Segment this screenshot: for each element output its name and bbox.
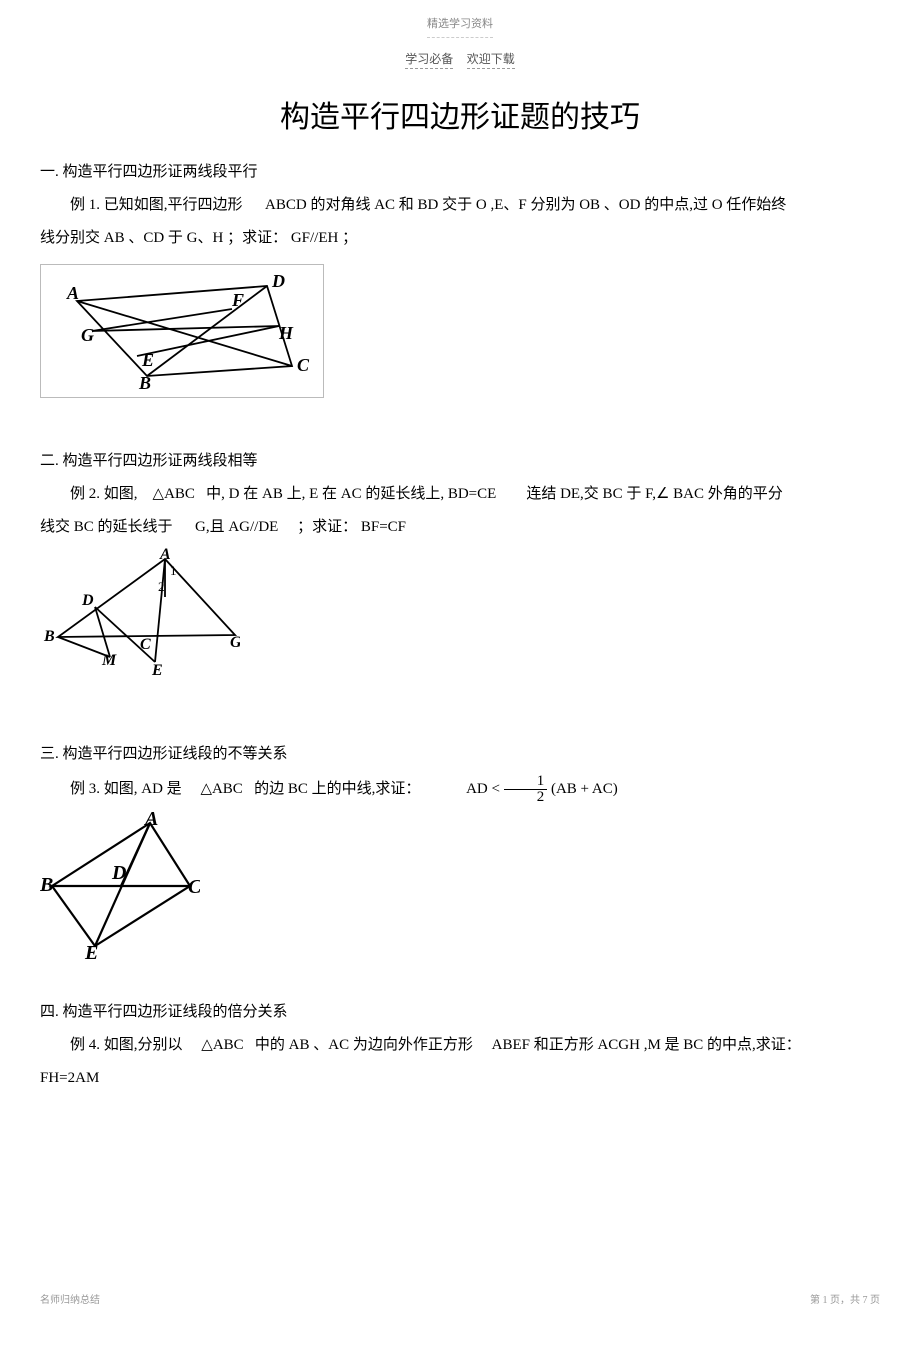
example2-text-c: 连结 DE,交 BC 于 F,∠ BAC 外角的平分: [526, 486, 782, 502]
footer-left: 名师归纳总结: [40, 1292, 100, 1310]
section3-heading: 三. 构造平行四边形证线段的不等关系: [40, 741, 880, 768]
figure1: A D C B G H F E: [40, 264, 324, 398]
example4-line1: 例 4. 如图,分别以 △ABC 中的 AB 、AC 为边向外作正方形 ABEF…: [40, 1032, 880, 1059]
ineq-den: 2: [504, 790, 548, 805]
figure3-svg: A B C D E: [40, 811, 200, 961]
fig1-label-C: C: [297, 355, 310, 375]
figure2: A B C D E G M 1 2: [40, 547, 880, 687]
example4-text-a: 如图,分别以: [104, 1037, 183, 1053]
figure2-svg: A B C D E G M 1 2: [40, 547, 240, 677]
example2-text-d: 线交 BC 的延长线于: [40, 519, 173, 535]
section2-heading: 二. 构造平行四边形证两线段相等: [40, 448, 880, 475]
example2-text-b: 中, D 在 AB 上, E 在 AC 的延长线上, BD=CE: [206, 486, 496, 502]
example3-line1: 例 3. 如图, AD 是 △ABC 的边 BC 上的中线,求证： AD < 1…: [40, 774, 880, 805]
example1-text-b: ABCD 的对角线 AC 和 BD 交于 O ,E、F 分别为 OB 、OD 的…: [265, 197, 786, 213]
example2-triangle: △ABC: [153, 486, 195, 502]
fig1-label-A: A: [66, 283, 79, 303]
fig2-label-C: C: [140, 636, 151, 653]
ineq-frac: 1 2: [504, 774, 548, 805]
example4-triangle: △ABC: [201, 1037, 243, 1053]
example4-label: 例 4.: [70, 1037, 100, 1053]
fig2-label-2: 2: [158, 579, 165, 594]
subheader-wrap: 学习必备 欢迎下载: [40, 46, 880, 73]
figure3: A B C D E: [40, 811, 880, 971]
fig1-label-F: F: [231, 290, 244, 310]
fig2-label-A: A: [159, 547, 171, 563]
ineq-right: (AB + AC): [551, 781, 618, 797]
page-title: 构造平行四边形证题的技巧: [40, 91, 880, 145]
example2-text-a: 如图,: [104, 486, 138, 502]
fig1-label-G: G: [81, 325, 94, 345]
example2-text-e: G,且 AG//DE: [195, 519, 278, 535]
example3-text-a: 如图, AD 是: [104, 781, 182, 797]
fig2-label-G: G: [230, 634, 240, 651]
example4-text-b: 中的 AB 、AC 为边向外作正方形: [255, 1037, 473, 1053]
example3-label: 例 3.: [70, 781, 100, 797]
fig1-label-B: B: [138, 373, 151, 391]
section1-heading: 一. 构造平行四边形证两线段平行: [40, 159, 880, 186]
example3-triangle: △ABC: [200, 781, 242, 797]
example3-text-b: 的边 BC 上的中线,求证：: [254, 781, 420, 797]
fig1-label-H: H: [278, 323, 294, 343]
fig2-label-B: B: [43, 628, 55, 645]
example2-line1: 例 2. 如图, △ABC 中, D 在 AB 上, E 在 AC 的延长线上,…: [40, 481, 880, 508]
example2-label: 例 2.: [70, 486, 100, 502]
fig2-label-E: E: [151, 662, 163, 677]
fig3-label-B: B: [40, 874, 53, 896]
ineq-num: 1: [504, 774, 548, 790]
section4-heading: 四. 构造平行四边形证线段的倍分关系: [40, 999, 880, 1026]
subheader-sep: [457, 52, 463, 68]
subheader-right: 欢迎下载: [467, 52, 515, 69]
fig3-label-D: D: [111, 862, 126, 884]
top-watermark-wrap: 精选学习资料: [40, 10, 880, 38]
fig2-label-1: 1: [170, 563, 177, 578]
fig3-label-C: C: [188, 876, 200, 898]
example4-text-c: ABEF 和正方形 ACGH ,M 是 BC 的中点,求证：: [492, 1037, 801, 1053]
example2-text-f: ；求证： BF=CF: [297, 519, 406, 535]
ineq-left: AD <: [466, 781, 500, 797]
fig3-label-E: E: [84, 942, 98, 961]
example4-line2: FH=2AM: [40, 1065, 880, 1092]
example1-line2: 线分别交 AB 、CD 于 G、H ；求证： GF//EH ；: [40, 225, 880, 252]
example1-text-a: 已知如图,平行四边形: [104, 197, 243, 213]
fig2-label-D: D: [81, 592, 94, 609]
fig1-label-E: E: [141, 350, 154, 370]
fig2-label-M: M: [101, 652, 117, 669]
example2-line2: 线交 BC 的延长线于 G,且 AG//DE ；求证： BF=CF: [40, 514, 880, 541]
example1-line1: 例 1. 已知如图,平行四边形 ABCD 的对角线 AC 和 BD 交于 O ,…: [40, 192, 880, 219]
example3-inequality: AD < 1 2 (AB + AC): [436, 774, 618, 805]
subheader-left: 学习必备: [405, 52, 453, 69]
page-footer: 名师归纳总结 第 1 页，共 7 页: [40, 1292, 880, 1310]
fig3-label-A: A: [143, 811, 158, 830]
top-watermark: 精选学习资料: [427, 15, 493, 38]
example1-label: 例 1.: [70, 197, 100, 213]
fig1-label-D: D: [271, 271, 285, 291]
footer-right: 第 1 页，共 7 页: [810, 1292, 880, 1310]
figure1-svg: A D C B G H F E: [47, 271, 317, 391]
